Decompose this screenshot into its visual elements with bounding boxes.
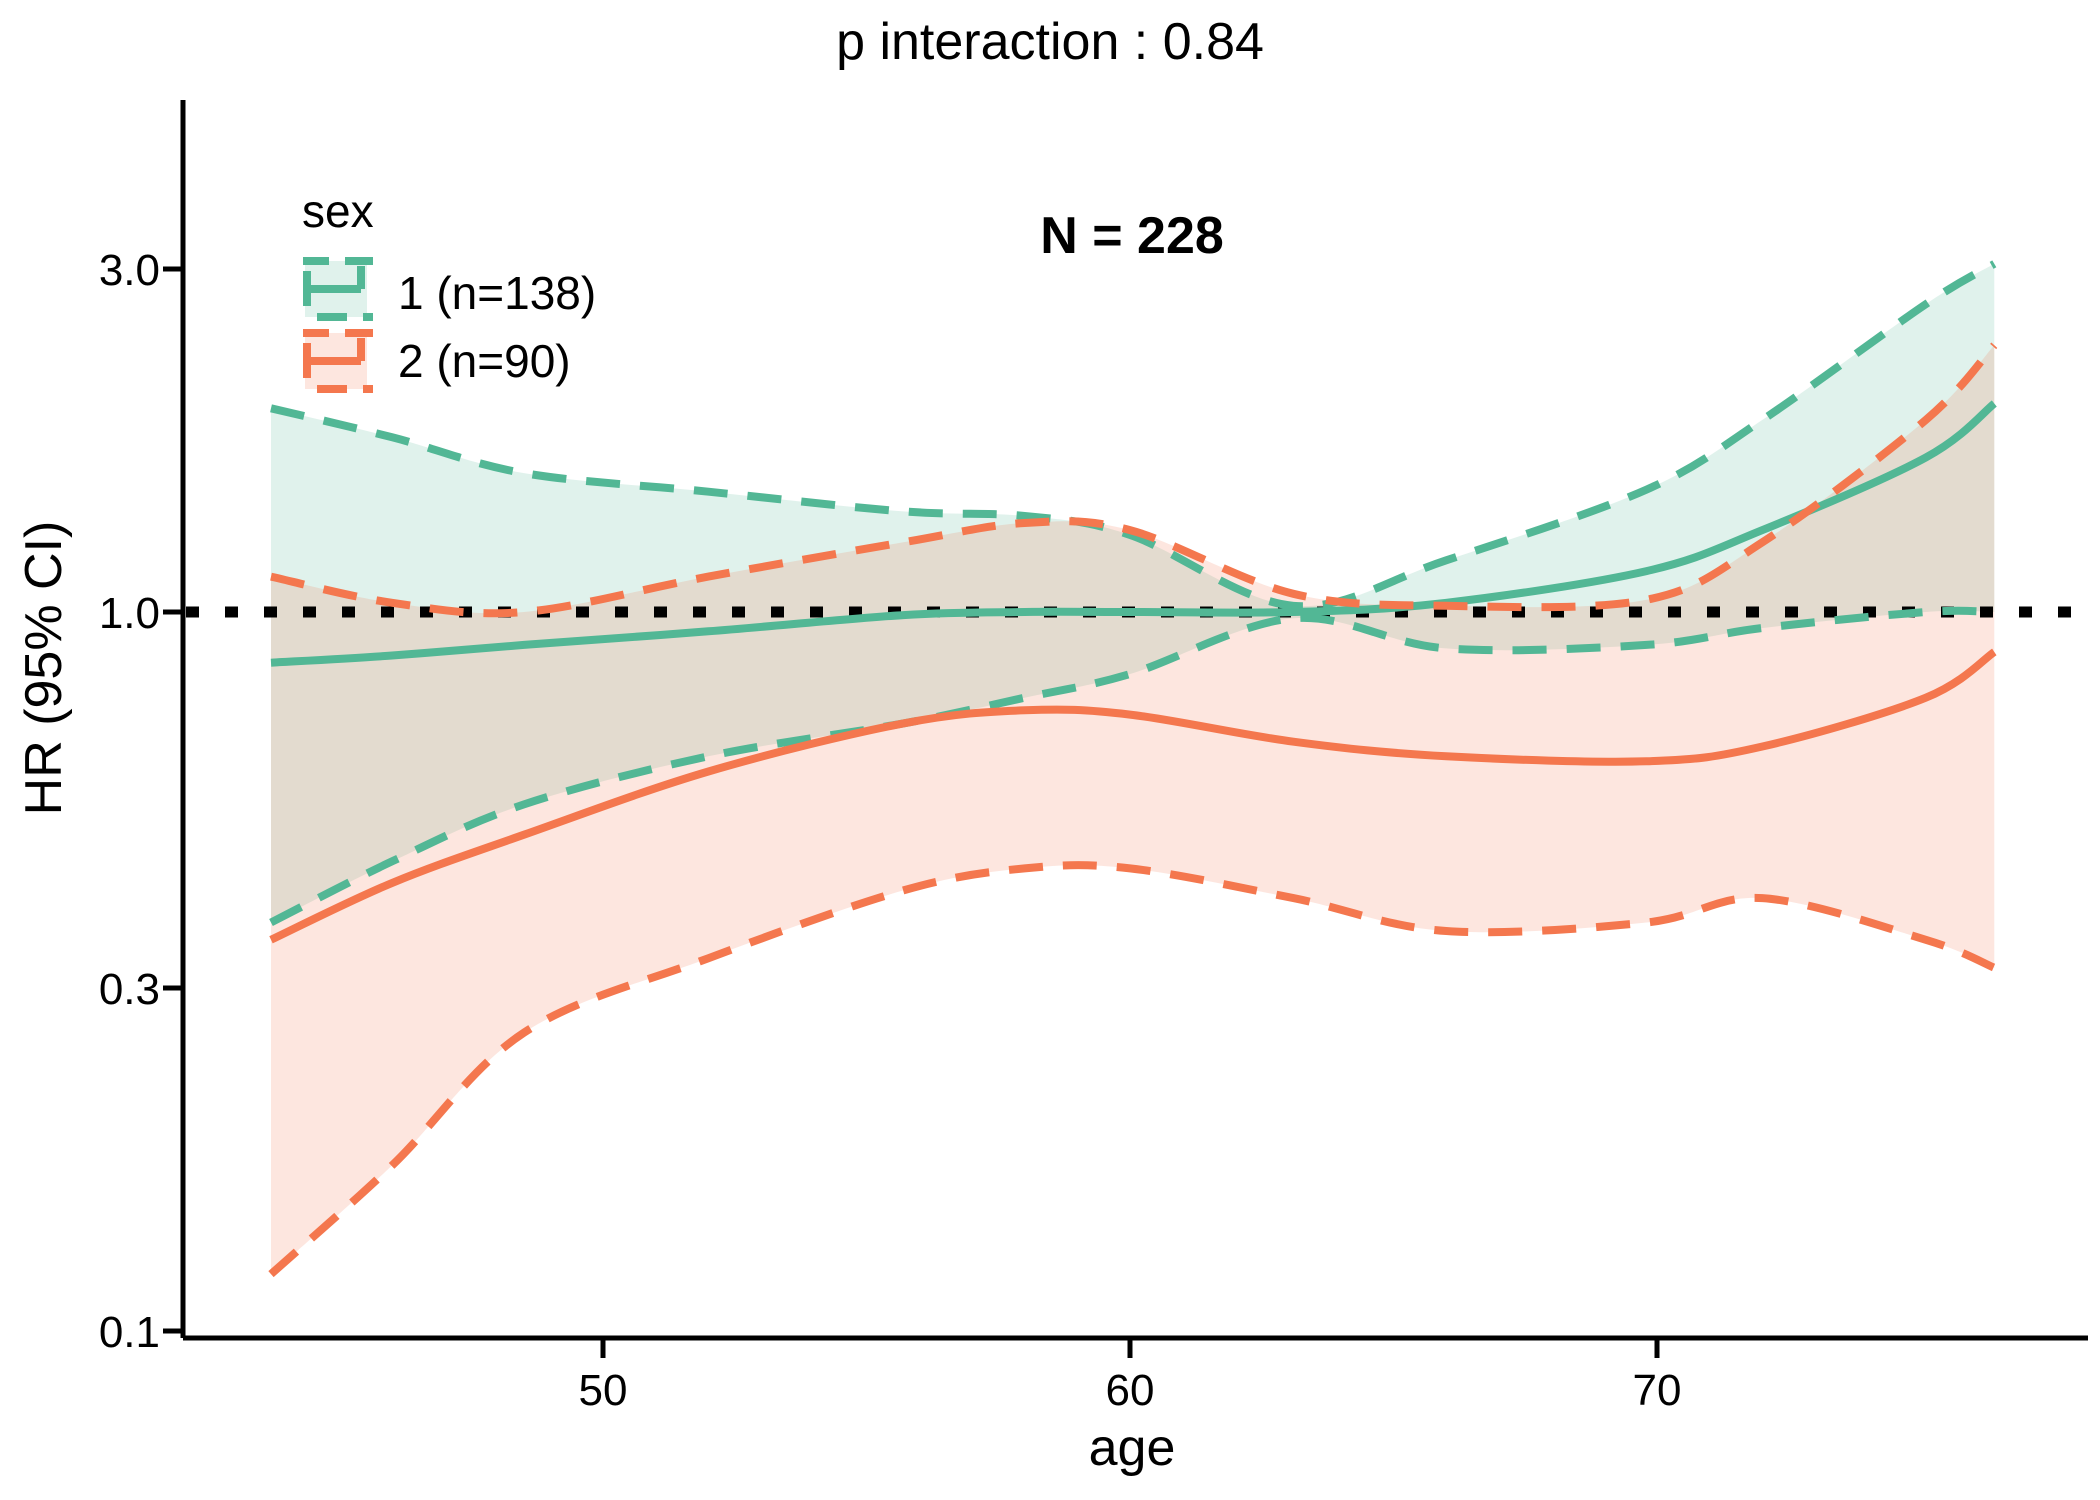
ci-ribbons-layer [271, 263, 1995, 1275]
y-tick-0.1: 0.1 [98, 1308, 160, 1357]
y-tick-marks [163, 266, 183, 1334]
sex2-ci-upper-line [270, 342, 1998, 618]
x-tick-50: 50 [578, 1366, 628, 1415]
sex1-ci-ribbon [271, 263, 1995, 923]
legend-title: sex [302, 185, 374, 237]
sample-size-annotation: N = 228 [1040, 207, 1224, 265]
sex2-ci-lower-line [268, 861, 1996, 1278]
legend-label-sex2: 2 (n=90) [398, 335, 571, 387]
y-tick-3.0: 3.0 [98, 246, 160, 295]
legend-key-sex2 [303, 329, 373, 393]
x-axis-title: age [1088, 1419, 1176, 1477]
sex1-ci-upper-line [270, 260, 1997, 611]
sex1-ci-lower-line [269, 606, 1995, 927]
x-tick-70: 70 [1632, 1366, 1682, 1415]
x-tick-60: 60 [1105, 1366, 1155, 1415]
legend-label-sex1: 1 (n=138) [398, 267, 597, 319]
y-axis-title: HR (95% CI) [15, 520, 73, 816]
curves-layer [268, 260, 1998, 1278]
sex1-estimate-line [270, 400, 1997, 667]
sex2-ci-ribbon [271, 345, 1995, 1275]
plot-title: p interaction : 0.84 [836, 13, 1264, 71]
legend-key-sex1 [303, 257, 373, 321]
y-tick-1.0: 1.0 [98, 589, 160, 638]
y-tick-0.3: 0.3 [98, 965, 160, 1014]
x-tick-marks [600, 1338, 1660, 1358]
sex2-estimate-line [269, 648, 1997, 944]
